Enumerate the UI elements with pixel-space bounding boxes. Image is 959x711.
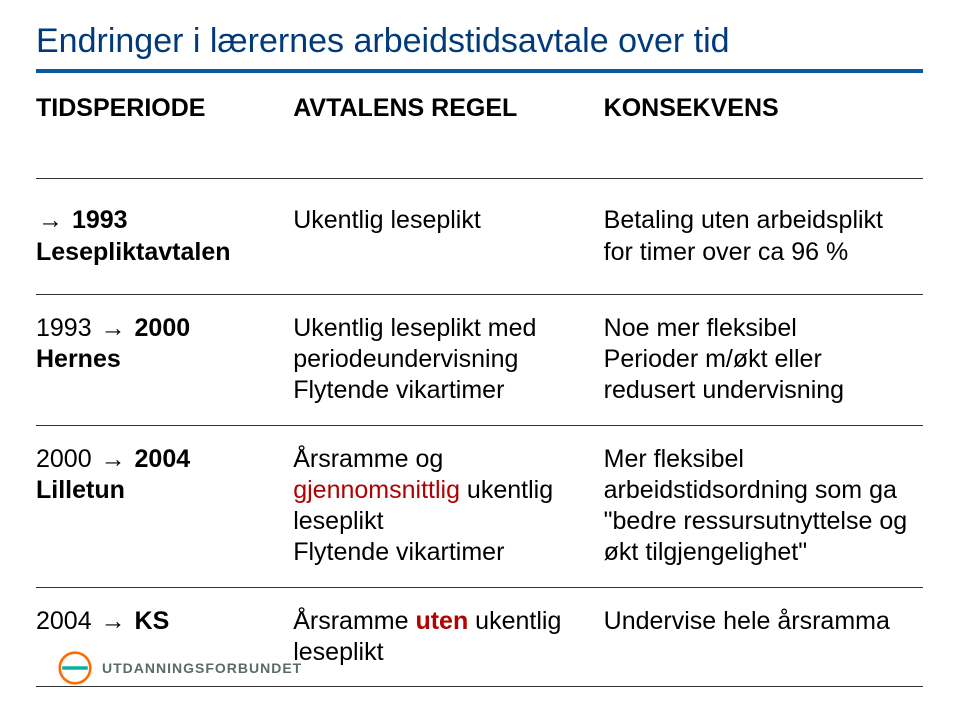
cell-periode: 2000 → 2004 Lilletun	[36, 425, 293, 587]
konsekvens-line: Perioder m/økt eller redusert undervisni…	[604, 344, 911, 407]
cell-konsekvens: Mer fleksibel arbeidstidsordning som ga …	[604, 425, 923, 587]
regel-line: Årsramme og gjennomsnittlig ukentlig les…	[293, 444, 591, 538]
content-table: TIDSPERIODE AVTALENS REGEL KONSEKVENS → …	[36, 79, 923, 687]
table-header-row: TIDSPERIODE AVTALENS REGEL KONSEKVENS	[36, 79, 923, 179]
table-row: 1993 → 2000 Hernes Ukentlig leseplikt me…	[36, 294, 923, 425]
arrow-icon: →	[99, 444, 128, 475]
period-from: 2004	[36, 607, 92, 635]
cell-regel: Årsramme uten ukentlig leseplikt	[293, 587, 603, 687]
table-row: 2000 → 2004 Lilletun Årsramme og gjennom…	[36, 425, 923, 587]
slide-title: Endringer i lærernes arbeidstidsavtale o…	[36, 22, 923, 61]
arrow-icon: →	[99, 313, 128, 344]
header-avtalens-regel: AVTALENS REGEL	[293, 79, 603, 179]
regel-line: Flytende vikartimer	[293, 537, 591, 568]
cell-konsekvens: Noe mer fleksibel Perioder m/økt eller r…	[604, 294, 923, 425]
period-label: 1993 Lesepliktavtalen	[36, 206, 231, 265]
regel-highlight: uten	[415, 607, 468, 635]
cell-periode: → 1993 Lesepliktavtalen	[36, 179, 293, 295]
period-from: 2000	[36, 445, 92, 473]
header-tidsperiode: TIDSPERIODE	[36, 79, 293, 179]
arrow-icon: →	[36, 205, 65, 236]
regel-text: Årsramme og	[293, 445, 443, 473]
cell-periode: 1993 → 2000 Hernes	[36, 294, 293, 425]
cell-regel: Ukentlig leseplikt med periodeundervisni…	[293, 294, 603, 425]
logo-text: UTDANNINGSFORBUNDET	[102, 660, 302, 676]
period-label: KS	[135, 607, 170, 635]
regel-text: Årsramme	[293, 607, 415, 635]
cell-regel: Ukentlig leseplikt	[293, 179, 603, 295]
header-konsekvens: KONSEKVENS	[604, 79, 923, 179]
regel-line: Flytende vikartimer	[293, 375, 591, 406]
period-from: 1993	[36, 314, 92, 342]
regel-line: Ukentlig leseplikt med periodeundervisni…	[293, 313, 591, 376]
title-underline	[36, 69, 923, 73]
footer-logo: UTDANNINGSFORBUNDET	[58, 651, 302, 685]
cell-regel: Årsramme og gjennomsnittlig ukentlig les…	[293, 425, 603, 587]
cell-konsekvens: Betaling uten arbeidsplikt for timer ove…	[604, 179, 923, 295]
logo-icon	[58, 651, 92, 685]
konsekvens-line: Noe mer fleksibel	[604, 313, 911, 344]
regel-highlight: gjennomsnittlig	[293, 476, 460, 504]
cell-konsekvens: Undervise hele årsramma	[604, 587, 923, 687]
table-row: → 1993 Lesepliktavtalen Ukentlig lesepli…	[36, 179, 923, 295]
arrow-icon: →	[99, 606, 128, 637]
